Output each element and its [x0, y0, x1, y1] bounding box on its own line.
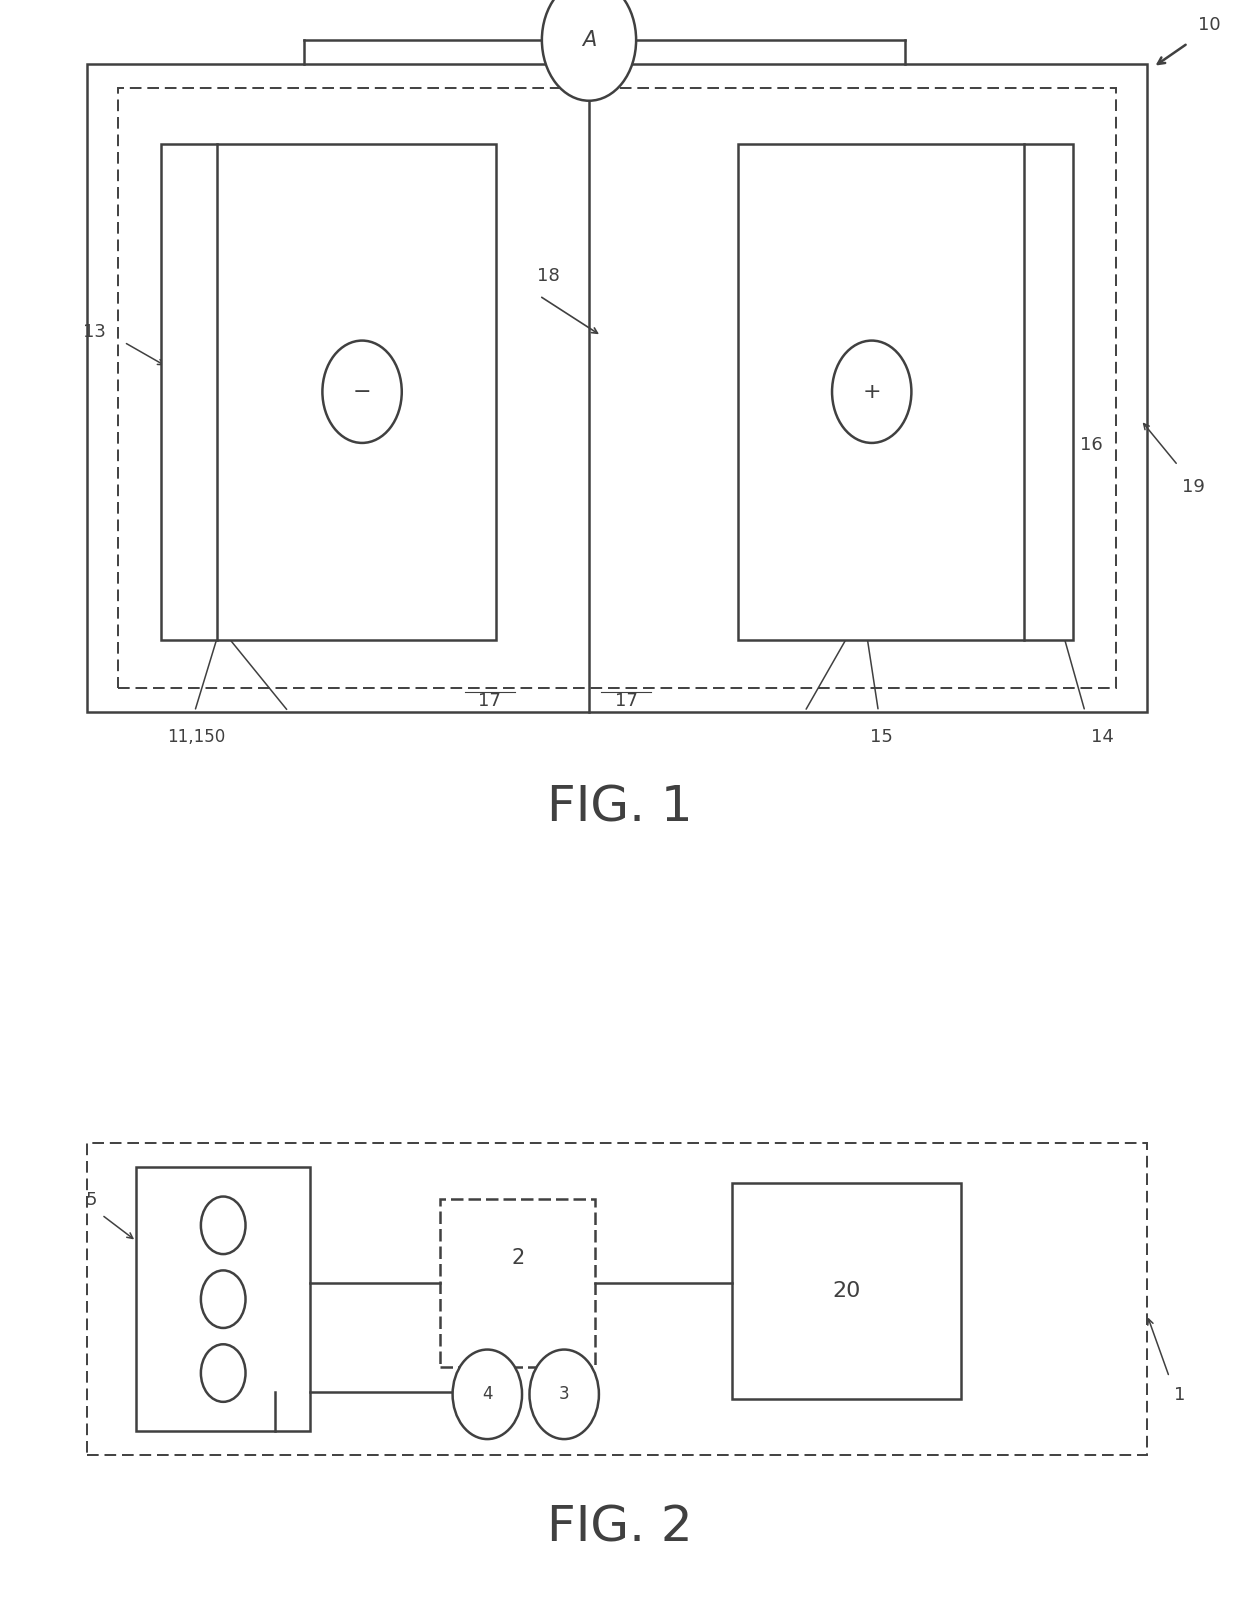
- Circle shape: [542, 0, 636, 101]
- Text: 19: 19: [1182, 478, 1204, 496]
- Bar: [738, 144, 1073, 640]
- Text: 14: 14: [1091, 728, 1114, 745]
- Bar: [118, 88, 1116, 688]
- Text: 18: 18: [537, 267, 559, 285]
- Bar: [87, 1143, 1147, 1455]
- Bar: [732, 1183, 961, 1399]
- Bar: [440, 1199, 595, 1367]
- Text: FIG. 2: FIG. 2: [547, 1503, 693, 1551]
- Circle shape: [453, 1350, 522, 1439]
- Text: 5: 5: [86, 1191, 97, 1209]
- Bar: [136, 1167, 310, 1431]
- Text: FIG. 1: FIG. 1: [547, 784, 693, 831]
- Text: 13: 13: [83, 323, 105, 341]
- Text: +: +: [862, 382, 882, 401]
- Text: 15: 15: [870, 728, 893, 745]
- Text: 20: 20: [832, 1281, 861, 1302]
- Text: −: −: [352, 382, 372, 401]
- Text: 11,150: 11,150: [167, 728, 226, 745]
- Text: 2: 2: [511, 1247, 525, 1268]
- Bar: [161, 144, 496, 640]
- Bar: [87, 64, 1147, 712]
- Text: 1: 1: [1174, 1386, 1185, 1404]
- Circle shape: [529, 1350, 599, 1439]
- Text: A: A: [582, 30, 596, 50]
- Text: 17: 17: [615, 692, 637, 710]
- Text: 4: 4: [482, 1385, 492, 1404]
- Text: 16: 16: [1080, 437, 1102, 454]
- Text: 12: 12: [343, 531, 367, 548]
- Text: 3: 3: [559, 1385, 569, 1404]
- Text: 17: 17: [479, 692, 501, 710]
- Text: 10: 10: [1198, 16, 1220, 34]
